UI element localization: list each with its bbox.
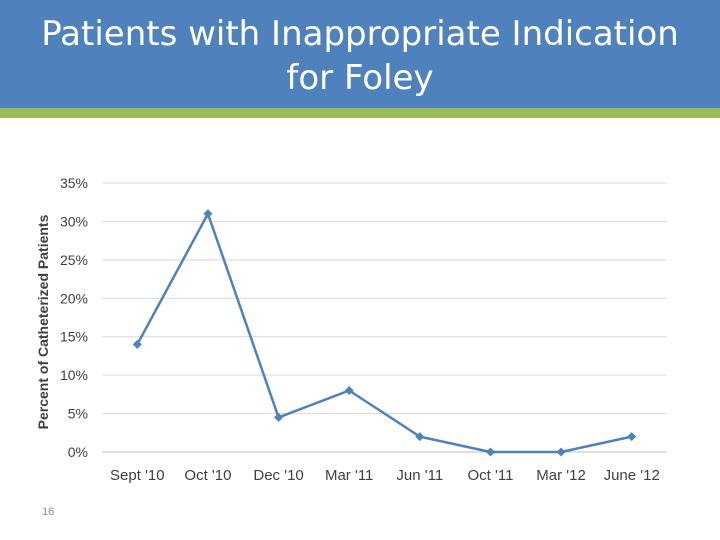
y-axis-ticks: 0% 5% 10% 15% 20% 25% 30% 35%	[60, 175, 88, 460]
data-point-marker	[274, 412, 284, 422]
y-tick-label: 15%	[60, 329, 88, 345]
x-tick-label: Dec '10	[253, 467, 303, 484]
x-tick-label: June '12	[604, 467, 660, 484]
data-point-marker	[132, 339, 142, 349]
x-tick-label: Sept '10	[110, 467, 165, 484]
line-chart: 0% 5% 10% 15% 20% 25% 30% 35% Sept '10 Oct '10 De…	[35, 175, 667, 484]
x-tick-label: Mar '11	[325, 467, 373, 484]
x-tick-label: Jun '11	[396, 467, 443, 484]
slide-number: 16	[42, 506, 55, 518]
data-point-marker	[344, 386, 354, 396]
data-markers	[132, 209, 637, 457]
y-tick-label: 25%	[60, 252, 88, 268]
x-tick-label: Mar '12	[536, 467, 586, 484]
slide-title: Patients with Inappropriate Indication f…	[41, 14, 679, 98]
y-tick-label: 35%	[60, 175, 88, 191]
y-tick-label: 5%	[68, 406, 88, 422]
y-tick-label: 10%	[60, 367, 88, 383]
y-tick-label: 30%	[60, 213, 88, 229]
data-point-marker	[203, 209, 213, 219]
y-axis-label: Percent of Catheterized Patients	[35, 214, 51, 429]
data-point-marker	[415, 432, 425, 442]
data-point-marker	[556, 447, 566, 457]
y-tick-label: 20%	[60, 290, 88, 306]
gridlines	[102, 182, 667, 415]
x-axis-ticks: Sept '10 Oct '10 Dec '10 Mar '11 Jun '11 Oct …	[110, 467, 660, 484]
y-tick-label: 0%	[68, 444, 88, 460]
series-line	[136, 212, 632, 454]
data-point-marker	[485, 447, 495, 457]
x-tick-label: Oct '10	[184, 467, 231, 484]
title-accent-stripe	[0, 108, 720, 118]
data-point-marker	[627, 432, 637, 442]
x-tick-label: Oct '11	[467, 467, 513, 484]
title-bar	[0, 0, 720, 108]
